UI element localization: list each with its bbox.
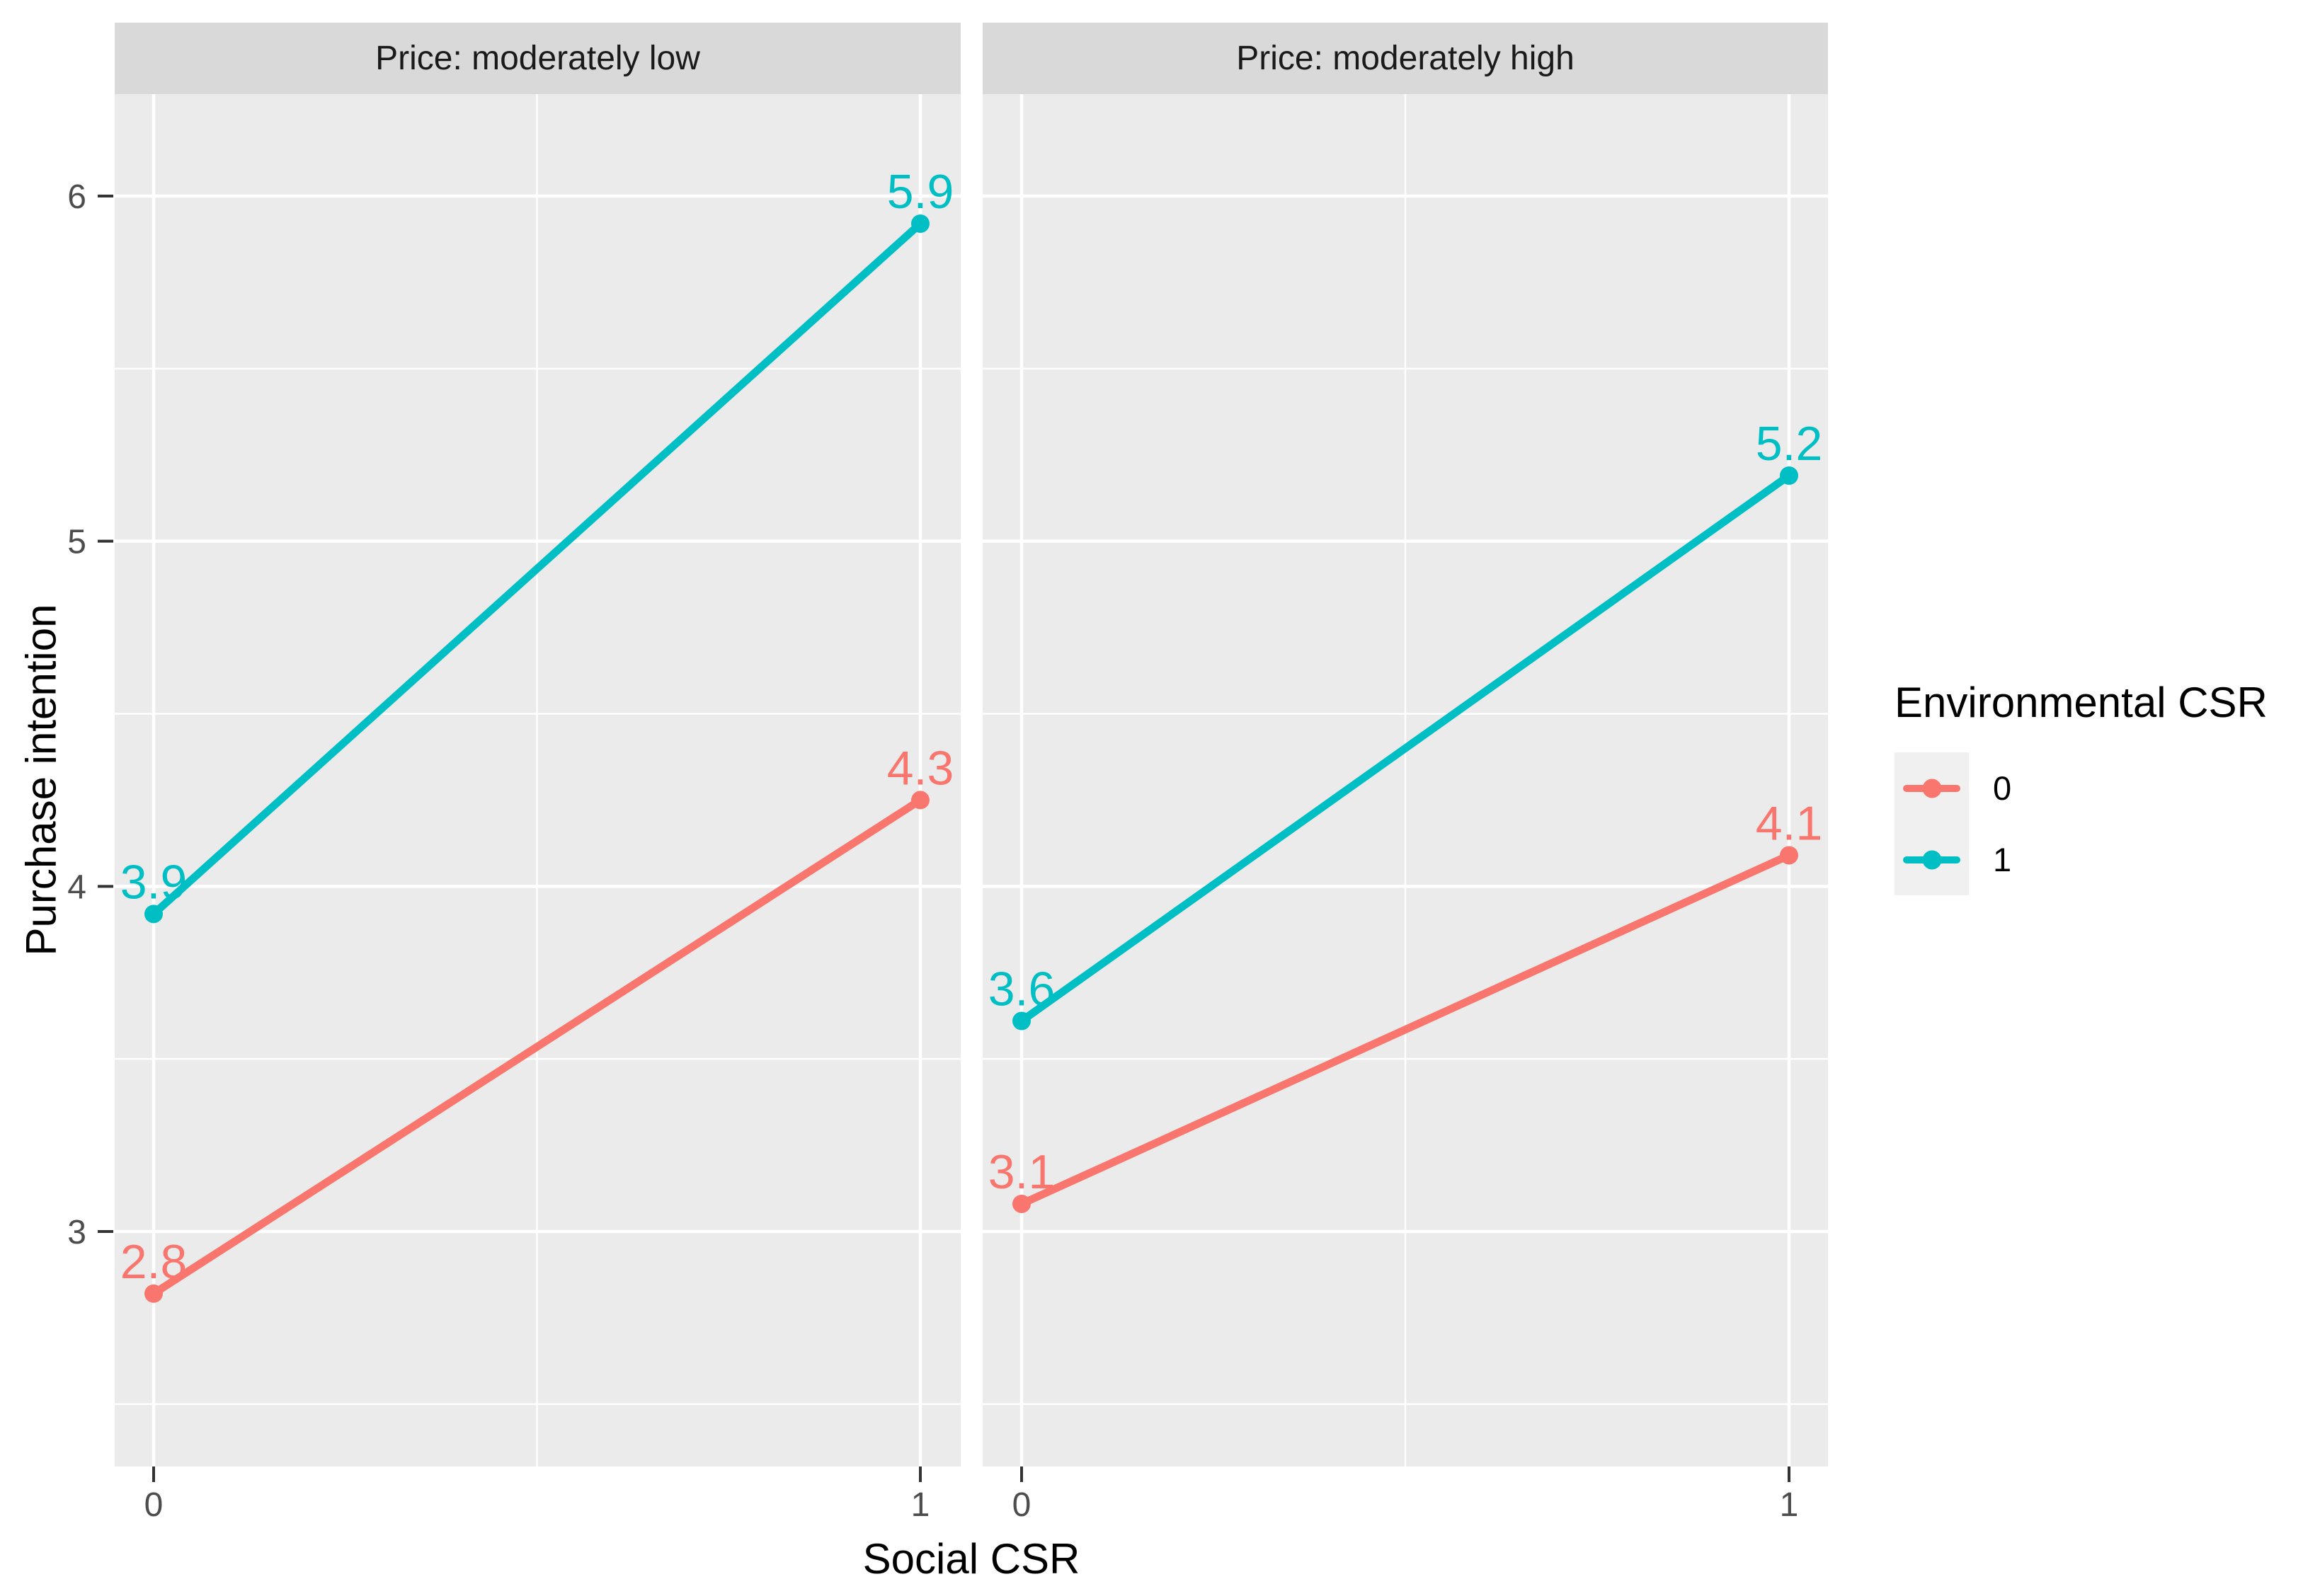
data-point-label: 3.9 [120, 855, 188, 909]
series-line-env1 [149, 219, 925, 918]
data-point [144, 1284, 163, 1303]
point-swatch-icon [1922, 779, 1941, 798]
y-tick-label: 5 [67, 524, 86, 561]
legend-label-env1: 1 [1993, 841, 2012, 878]
legend-key-env1 [1895, 824, 1969, 895]
facet-strip-right-label: Price: moderately high [1236, 40, 1575, 77]
x-tick-label: 0 [1012, 1486, 1032, 1524]
x-tick-label: 1 [1780, 1486, 1799, 1524]
data-point-label: 5.2 [1756, 417, 1823, 471]
facet-strip-left: Price: moderately low [115, 23, 961, 94]
y-axis-title: Purchase intention [17, 604, 65, 956]
series-line-env0 [1017, 851, 1793, 1208]
point-swatch-icon [1922, 850, 1941, 869]
data-point [1780, 466, 1798, 486]
x-tick-label: 0 [144, 1486, 164, 1524]
series-line-env1 [1017, 471, 1793, 1026]
data-point-label: 3.1 [988, 1145, 1056, 1199]
data-point-label: 3.6 [988, 963, 1056, 1016]
data-point-label: 2.8 [120, 1235, 188, 1289]
data-point [911, 791, 930, 810]
x-axis-title: Social CSR [862, 1535, 1080, 1583]
legend-entry-env0: 0 [1895, 752, 2268, 824]
data-point [144, 905, 163, 924]
legend-key-env0 [1895, 752, 1969, 824]
data-point [911, 214, 930, 234]
legend-label-env0: 0 [1993, 769, 2012, 807]
facet-strip-left-label: Price: moderately low [375, 40, 700, 77]
y-tick-label: 6 [67, 178, 86, 216]
data-point-label: 5.9 [887, 165, 954, 219]
data-point [1012, 1011, 1031, 1030]
x-tick-label: 1 [911, 1486, 930, 1524]
series-line-env0 [149, 796, 925, 1298]
data-point-label: 4.3 [887, 741, 954, 795]
facet-strip-right: Price: moderately high [983, 23, 1828, 94]
data-point-label: 4.1 [1756, 796, 1823, 850]
data-point [1012, 1194, 1031, 1213]
legend-entry-env1: 1 [1895, 824, 2268, 895]
legend-entries: 0 1 [1895, 752, 2268, 895]
legend: Environmental CSR 0 1 [1895, 678, 2268, 895]
y-tick-label: 4 [67, 868, 86, 906]
data-point [1780, 846, 1798, 865]
y-tick-label: 3 [67, 1214, 86, 1251]
legend-title: Environmental CSR [1895, 679, 2268, 726]
